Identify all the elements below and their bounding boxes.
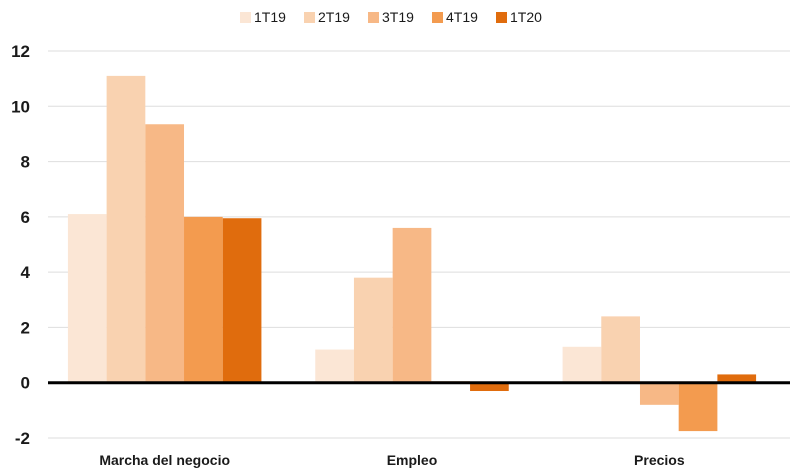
legend-label: 1T20 (510, 9, 542, 25)
bar-3T19-0 (145, 124, 185, 383)
bars (67, 75, 757, 432)
bar-4T19-2 (678, 382, 718, 432)
y-tick-label: 0 (21, 374, 30, 393)
bar-1T19-0 (67, 214, 107, 383)
legend-swatch (304, 12, 315, 23)
bar-2T19-1 (353, 277, 393, 383)
y-axis-tick-labels: -2 0 2 4 6 8 10 12 (11, 42, 30, 448)
bar-2T19-0 (106, 75, 146, 383)
legend-label: 3T19 (382, 9, 414, 25)
bar-1T19-2 (562, 346, 602, 383)
legend: 1T19 2T19 3T19 4T19 1T20 (240, 9, 542, 25)
bar-1T19-1 (315, 349, 354, 383)
legend-swatch (432, 12, 443, 23)
y-tick-label: 2 (21, 318, 30, 337)
bar-3T19-2 (639, 382, 679, 405)
x-category-label: Empleo (387, 452, 438, 468)
y-tick-label: -2 (15, 429, 30, 448)
x-category-label: Precios (634, 452, 685, 468)
bar-1T20-1 (470, 382, 509, 392)
x-category-label: Marcha del negocio (99, 452, 230, 468)
y-tick-label: 4 (21, 263, 31, 282)
legend-label: 2T19 (318, 9, 350, 25)
legend-swatch (496, 12, 507, 23)
bar-4T19-0 (184, 216, 223, 383)
bar-3T19-1 (392, 227, 432, 383)
legend-swatch (240, 12, 251, 23)
bar-1T20-0 (222, 218, 262, 383)
y-tick-label: 6 (21, 208, 30, 227)
legend-swatch (368, 12, 379, 23)
y-tick-label: 10 (11, 97, 30, 116)
y-tick-label: 12 (11, 42, 30, 61)
bar-2T19-2 (601, 316, 640, 383)
legend-label: 4T19 (446, 9, 478, 25)
legend-label: 1T19 (254, 9, 286, 25)
x-axis-category-labels: Marcha del negocio Empleo Precios (99, 452, 685, 468)
y-tick-label: 8 (21, 153, 30, 172)
bar-1T20-2 (717, 374, 757, 383)
